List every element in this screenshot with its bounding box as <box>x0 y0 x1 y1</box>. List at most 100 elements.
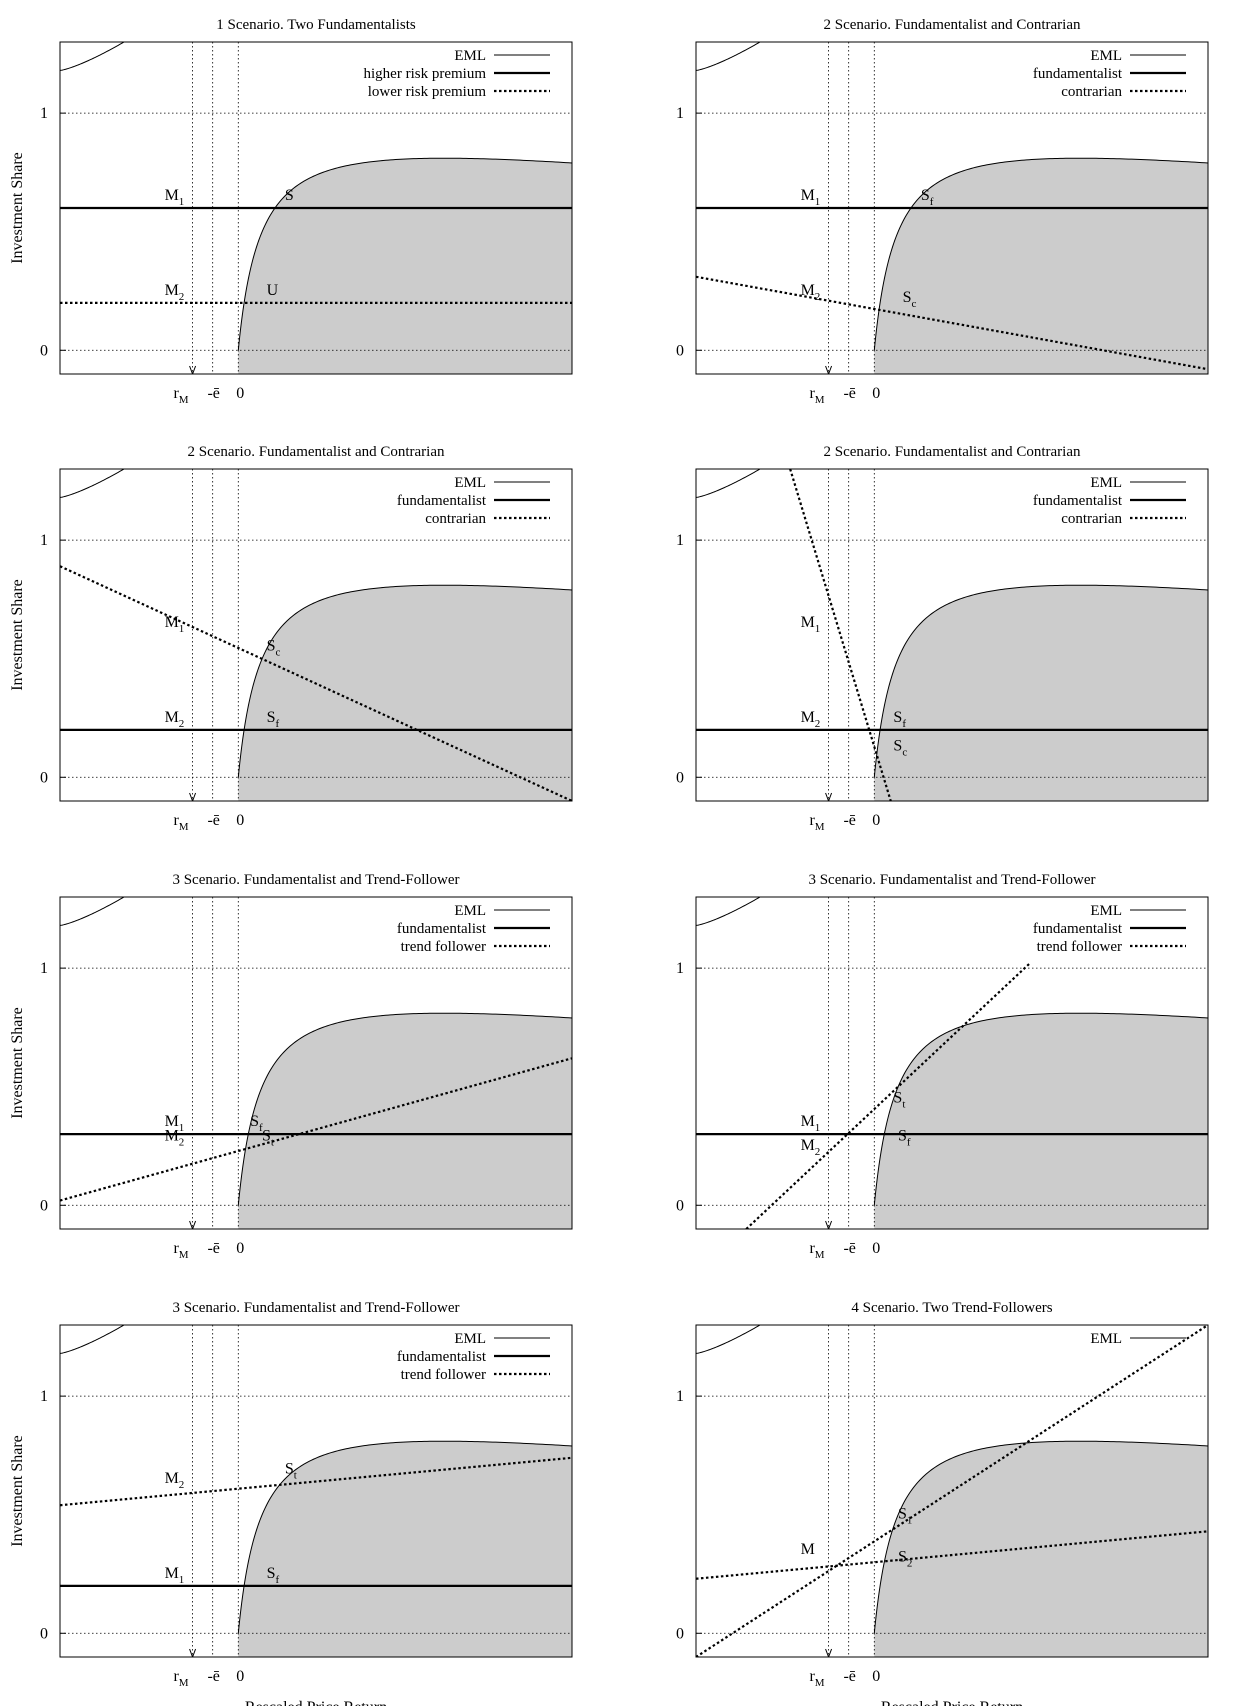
plot-frame <box>59 896 573 1230</box>
eml-curve-upper <box>696 1325 761 1354</box>
legend: EML <box>1090 1331 1186 1347</box>
point-label: Sc <box>267 638 281 659</box>
eml-shaded-region <box>874 1441 1208 1657</box>
y-axis-label: Investment Share <box>9 1435 26 1547</box>
eml-curve-upper <box>60 42 125 71</box>
series-line-2 <box>60 1456 572 1507</box>
eml-shaded-region <box>874 158 1208 374</box>
point-label: M2 <box>165 1470 185 1491</box>
point-label: M1 <box>165 1113 185 1134</box>
point-label: M1 <box>165 187 185 208</box>
eml-curve-upper <box>60 1325 125 1354</box>
x-tick-label: -ē <box>843 385 855 402</box>
y-axis-label: Investment Share <box>9 579 26 691</box>
y-tick-label: 1 <box>40 960 48 977</box>
x-tick-label: 0 <box>236 1240 244 1257</box>
r-m-arrow <box>189 365 197 374</box>
x-tick-label: -ē <box>843 812 855 829</box>
plot-frame <box>695 1324 1209 1658</box>
legend-label: trend follower <box>1037 939 1122 955</box>
y-tick-label: 0 <box>676 342 684 359</box>
r-m-arrow <box>825 1648 833 1657</box>
plot-area <box>696 42 1208 374</box>
y-tick-label: 1 <box>676 532 684 549</box>
legend-label: contrarian <box>1061 511 1122 527</box>
point-label: Sc <box>893 737 907 758</box>
chart-title: 4 Scenario. Two Trend-Followers <box>851 1300 1052 1316</box>
x-tick-label: 0 <box>236 812 244 829</box>
point-label: Sf <box>893 709 906 730</box>
legend: EML fundamentalist trend follower <box>397 903 550 955</box>
series-line-2 <box>789 469 892 801</box>
point-label: M2 <box>801 282 821 303</box>
x-tick-label: 0 <box>872 812 880 829</box>
eml-curve <box>237 584 572 778</box>
x-tick-label: -ē <box>207 1668 219 1685</box>
x-axis-label: Rescaled Price Return <box>245 1699 387 1706</box>
x-tick-label: rM <box>173 1240 188 1261</box>
legend-label: fundamentalist <box>1033 493 1123 509</box>
series-line-1 <box>696 1325 1208 1657</box>
legend-label: fundamentalist <box>397 493 487 509</box>
eml-shaded-region <box>238 1441 572 1657</box>
series-line-2 <box>60 565 572 801</box>
legend-label: EML <box>1090 48 1122 64</box>
plot-area <box>60 42 572 374</box>
legend: EML fundamentalist contrarian <box>397 475 550 527</box>
point-label: S2 <box>898 1548 912 1569</box>
eml-shaded-region <box>874 1013 1208 1229</box>
eml-curve <box>873 584 1208 778</box>
x-tick-label: -ē <box>207 385 219 402</box>
chart-title: 3 Scenario. Fundamentalist and Trend-Fol… <box>808 872 1095 888</box>
legend-label: fundamentalist <box>397 921 487 937</box>
y-tick-label: 1 <box>40 532 48 549</box>
eml-curve-upper <box>60 469 125 498</box>
point-label: M2 <box>165 709 185 730</box>
y-axis-label: Investment Share <box>9 1007 26 1119</box>
eml-curve-upper <box>696 469 761 498</box>
r-m-arrow <box>189 792 197 801</box>
plot-area <box>696 897 1208 1229</box>
y-tick-label: 0 <box>676 1197 684 1214</box>
y-tick-label: 1 <box>676 1388 684 1405</box>
legend-label: EML <box>454 1331 486 1347</box>
series-line-2 <box>696 275 1208 371</box>
eml-curve <box>237 1440 572 1634</box>
legend-label: higher risk premium <box>364 66 487 82</box>
y-tick-label: 1 <box>40 105 48 122</box>
point-label: St <box>262 1127 274 1148</box>
chart-panel-5: 3 Scenario. Fundamentalist and Trend-Fol… <box>9 872 573 1261</box>
plot-area <box>60 1325 572 1657</box>
series-line-2 <box>60 1057 572 1202</box>
y-axis-label: Investment Share <box>9 152 26 264</box>
series-line-2 <box>696 1530 1208 1580</box>
plot-frame <box>59 1324 573 1658</box>
y-tick-label: 0 <box>40 769 48 786</box>
legend: EML fundamentalist contrarian <box>1033 48 1186 100</box>
x-tick-label: rM <box>809 1668 824 1689</box>
chart-panel-8: 4 Scenario. Two Trend-Followers 0 1 rM -ē 0 EM… <box>676 1300 1209 1706</box>
y-tick-label: 1 <box>676 960 684 977</box>
chart-panel-2: 2 Scenario. Fundamentalist and Contraria… <box>676 17 1209 406</box>
point-label: S1 <box>898 1506 912 1527</box>
point-label: M2 <box>801 709 821 730</box>
legend-label: EML <box>1090 903 1122 919</box>
point-label: M2 <box>165 282 185 303</box>
x-tick-label: 0 <box>872 1668 880 1685</box>
legend-label: trend follower <box>401 1367 486 1383</box>
x-tick-label: rM <box>809 385 824 406</box>
y-tick-label: 0 <box>676 769 684 786</box>
y-tick-label: 0 <box>676 1625 684 1642</box>
legend-label: lower risk premium <box>368 84 487 100</box>
chart-title: 3 Scenario. Fundamentalist and Trend-Fol… <box>172 872 459 888</box>
y-tick-label: 0 <box>40 342 48 359</box>
legend-label: EML <box>1090 475 1122 491</box>
x-tick-label: rM <box>173 812 188 833</box>
point-label: M1 <box>801 614 821 635</box>
r-m-arrow <box>825 1220 833 1229</box>
chart-title: 2 Scenario. Fundamentalist and Contraria… <box>823 444 1081 460</box>
plot-frame <box>695 896 1209 1230</box>
legend-label: contrarian <box>425 511 486 527</box>
x-tick-label: 0 <box>872 1240 880 1257</box>
